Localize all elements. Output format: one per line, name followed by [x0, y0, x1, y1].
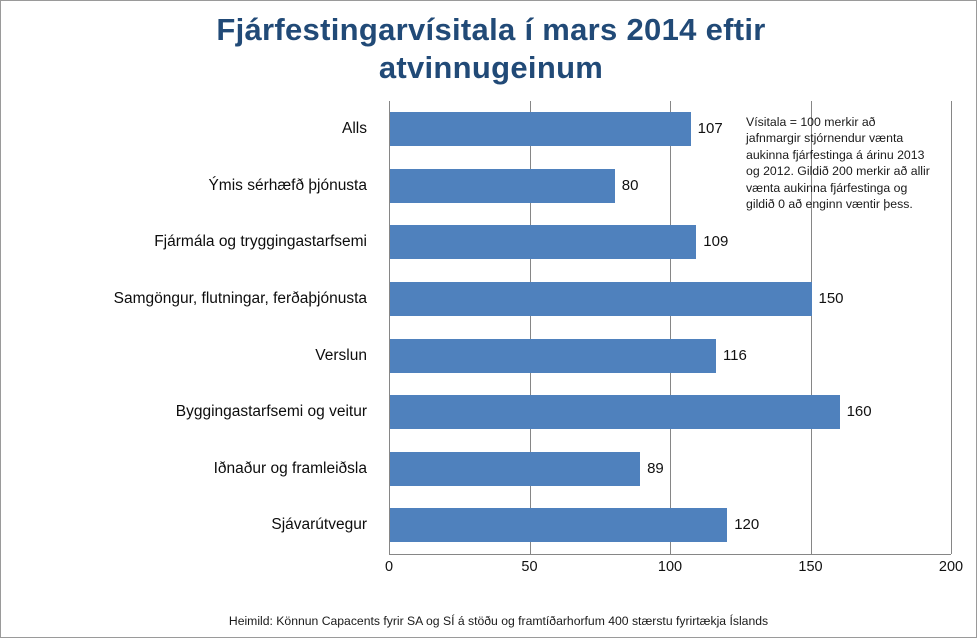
gridline-200: [951, 101, 952, 554]
x-tick-label: 50: [521, 559, 538, 575]
bar-row: 107: [389, 101, 951, 158]
bar-value-label: 116: [722, 346, 747, 364]
category-axis-labels: Alls Ýmis sérhæfð þjónusta Fjármála og try…: [1, 101, 379, 554]
category-label: Byggingastarfsemi og veitur: [175, 403, 367, 421]
bar-row: 150: [389, 271, 951, 328]
bar[interactable]: [390, 281, 812, 316]
bar[interactable]: [390, 338, 716, 373]
gridline-50: [529, 101, 531, 554]
category-label: Alls: [342, 120, 367, 137]
chart-title-line-2: atvinnugeinum: [378, 50, 604, 85]
category-label: Samgöngur, flutningar, ferðaþjónusta: [113, 289, 367, 307]
x-tick-label: 100: [657, 559, 683, 575]
x-tick-label: 0: [384, 559, 394, 575]
bar-row: 116: [389, 328, 951, 385]
value-axis-tick-labels: 0 50 100 150 200: [385, 559, 963, 581]
category-axis-line: [389, 554, 951, 555]
bar[interactable]: [390, 225, 697, 260]
gridline-150: [810, 101, 812, 554]
category-label: Sjávarútvegur: [271, 516, 367, 534]
bar[interactable]: [390, 168, 615, 203]
bar[interactable]: [390, 508, 728, 543]
category-label: Ýmis sérhæfð þjónusta: [208, 176, 367, 194]
chart-title: Fjárfestingarvísitala í mars 2014 eftir …: [111, 11, 871, 87]
category-label: Verslun: [315, 346, 367, 364]
bar[interactable]: [390, 112, 691, 146]
bar-row: 80: [389, 158, 951, 215]
bar-row: 89: [389, 441, 951, 498]
bar-row: 160: [389, 384, 951, 441]
source-note: Heimild: Könnun Capacents fyrir SA og SÍ…: [228, 614, 769, 628]
bar-value-label: 160: [846, 403, 872, 421]
annotation-note: Vísitala = 100 merkir að jafnmargir stjó…: [746, 115, 930, 212]
bar-value-label: 80: [621, 176, 639, 194]
x-tick-label: 200: [938, 559, 964, 575]
category-label: Fjármála og tryggingastarfsemi: [154, 233, 367, 251]
bar-value-label: 107: [697, 120, 723, 137]
x-tick-label: 150: [798, 559, 823, 575]
bar[interactable]: [390, 395, 840, 430]
category-label: Iðnaður og framleiðsla: [213, 459, 367, 477]
bar-row: 109: [389, 214, 951, 271]
value-axis-line: [389, 101, 390, 554]
bar[interactable]: [390, 451, 641, 486]
bar-value-label: 89: [647, 459, 664, 477]
gridline-100: [670, 101, 671, 554]
chart-title-line-1: Fjárfestingarvísitala í mars 2014 eftir: [216, 12, 766, 47]
bar-row: 120: [389, 497, 951, 554]
plot-area: 107 80 109 150 116 160 89 120: [389, 101, 952, 555]
bar-value-label: 109: [703, 233, 729, 251]
bar-value-label: 120: [734, 516, 760, 534]
bar-series: 107 80 109 150 116 160 89 120: [389, 101, 951, 554]
bar-value-label: 150: [818, 289, 844, 307]
